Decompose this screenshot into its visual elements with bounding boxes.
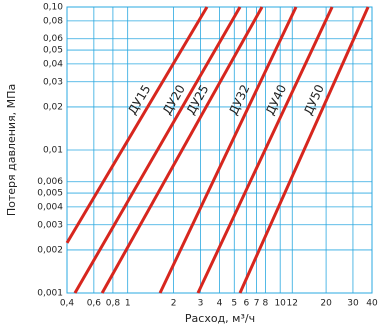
x-tick-label: 10 (274, 299, 286, 309)
series-line (158, 6, 298, 294)
x-tick-label: 8 (263, 299, 269, 309)
series-label: ДУ32 (226, 82, 252, 117)
y-tick-label: 0,005 (37, 189, 63, 199)
x-tick-label: 12 (287, 299, 298, 309)
x-tick-label: 4 (217, 299, 223, 309)
x-tick-label: 7 (254, 299, 260, 309)
x-tick-label: 30 (347, 299, 359, 309)
y-tick-label: 0,05 (43, 46, 63, 56)
y-tick-label: 0,02 (43, 102, 63, 112)
series-line (73, 6, 242, 294)
x-tick-label: 0,6 (87, 299, 102, 309)
y-tick-label: 0,06 (43, 34, 63, 44)
y-tick-label: 0,01 (43, 146, 63, 156)
x-tick-label: 5 (231, 299, 237, 309)
y-tick-label: 0,10 (43, 3, 63, 13)
series-line (238, 6, 370, 294)
y-axis-title: Потеря давления, МПа (5, 84, 18, 216)
x-tick-label: 3 (198, 299, 204, 309)
x-tick-label: 20 (320, 299, 332, 309)
x-tick-label: 0,4 (60, 299, 75, 309)
y-tick-label: 0,002 (37, 245, 63, 255)
x-tick-label: 40 (366, 299, 378, 309)
series-line (196, 6, 334, 294)
y-tick-label: 0,04 (43, 59, 63, 69)
series-label: ДУ40 (263, 82, 289, 117)
series-label: ДУ50 (301, 82, 327, 117)
y-tick-label: 0,003 (37, 220, 63, 230)
y-tick-label: 0,03 (43, 77, 63, 87)
x-tick-label: 2 (171, 299, 177, 309)
y-tick-label: 0,08 (43, 16, 63, 26)
x-tick-label: 1 (125, 299, 131, 309)
x-tick-label: 0,8 (106, 299, 121, 309)
y-tick-label: 0,001 (37, 289, 63, 299)
series-label: ДУ15 (125, 82, 153, 117)
series-line (65, 6, 209, 244)
y-tick-label: 0,004 (37, 202, 63, 212)
series-label: ДУ20 (160, 82, 188, 117)
x-axis-title: Расход, м³/ч (185, 312, 255, 325)
x-tick-label: 6 (243, 299, 249, 309)
y-tick-label: 0,006 (37, 177, 63, 187)
series-line (100, 6, 264, 294)
